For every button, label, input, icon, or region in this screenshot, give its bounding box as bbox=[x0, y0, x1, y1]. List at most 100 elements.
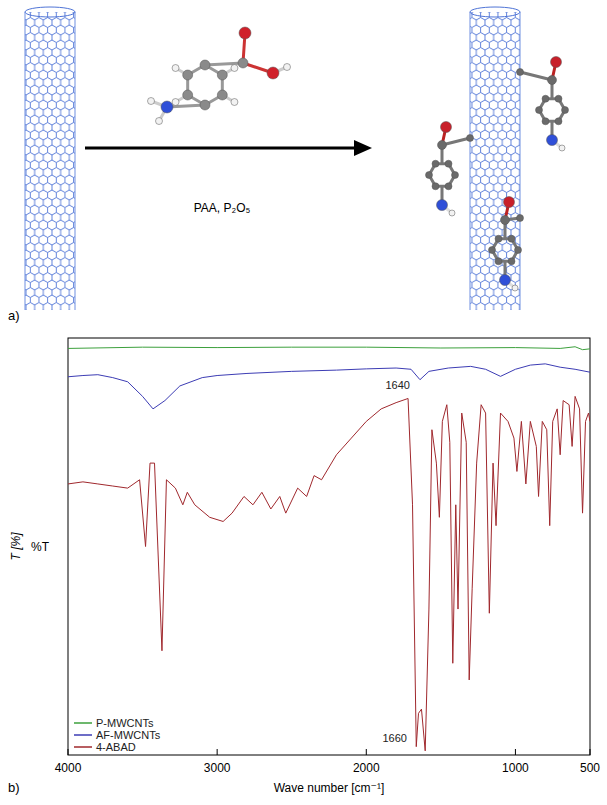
chart: 4000300020001000500Wave number [cm⁻¹]T [… bbox=[8, 338, 600, 795]
atom bbox=[517, 69, 524, 76]
nanotube-rim bbox=[470, 7, 520, 17]
atom bbox=[231, 99, 238, 106]
atom bbox=[432, 183, 439, 190]
atom bbox=[441, 122, 452, 133]
atom bbox=[426, 172, 433, 179]
atom bbox=[517, 215, 524, 222]
atom bbox=[438, 141, 447, 150]
plot-frame bbox=[68, 338, 590, 755]
atom bbox=[495, 258, 502, 265]
legend-label: 4-ABAD bbox=[96, 741, 136, 753]
atom bbox=[449, 210, 455, 216]
atom bbox=[548, 76, 557, 85]
atom bbox=[536, 107, 543, 114]
annotation: 1660 bbox=[383, 732, 407, 744]
y-axis-title: T [%] bbox=[9, 532, 23, 561]
nanotube bbox=[470, 7, 520, 310]
atom bbox=[231, 65, 238, 72]
x-tick-label: 1000 bbox=[502, 761, 529, 775]
atom bbox=[200, 60, 210, 70]
atom bbox=[501, 216, 510, 225]
atom bbox=[445, 160, 452, 167]
nanotube-wall bbox=[25, 12, 75, 310]
x-tick bbox=[590, 749, 591, 755]
nanotube-edge bbox=[25, 12, 26, 310]
attached-group bbox=[426, 122, 474, 217]
panel-label: a) bbox=[8, 308, 20, 323]
x-tick bbox=[217, 749, 218, 755]
attached-group bbox=[489, 197, 524, 292]
x-tick-label: 3000 bbox=[204, 761, 231, 775]
legend-swatch bbox=[74, 746, 92, 748]
atom bbox=[239, 27, 251, 39]
atom bbox=[551, 57, 562, 68]
atom bbox=[217, 70, 227, 80]
atom bbox=[515, 247, 522, 254]
arrow-head bbox=[354, 140, 372, 156]
legend: P-MWCNTsAF-MWCNTs4-ABAD bbox=[74, 717, 161, 753]
x-tick-label: 4000 bbox=[55, 761, 82, 775]
nanotube bbox=[25, 7, 75, 310]
x-tick bbox=[68, 749, 69, 755]
x-tick bbox=[366, 749, 367, 755]
spectrum-line bbox=[68, 347, 590, 350]
nanotube-edge bbox=[75, 12, 76, 310]
x-tick bbox=[515, 749, 516, 755]
legend-label: AF-MWCNTs bbox=[96, 729, 161, 741]
atom bbox=[437, 200, 448, 211]
atom bbox=[432, 160, 439, 167]
bond bbox=[520, 72, 552, 80]
atom bbox=[508, 258, 515, 265]
arrow-shaft bbox=[85, 147, 358, 150]
atom bbox=[161, 101, 173, 113]
bond bbox=[205, 63, 243, 65]
atom bbox=[542, 95, 549, 102]
atom bbox=[445, 183, 452, 190]
atom bbox=[284, 64, 291, 71]
atom bbox=[489, 247, 496, 254]
atom bbox=[148, 98, 155, 105]
spectrum-line bbox=[68, 364, 590, 409]
atom bbox=[555, 95, 562, 102]
figure: a)PAA, P₂O₅4000300020001000500Wave numbe… bbox=[0, 0, 607, 805]
atom bbox=[547, 135, 558, 146]
annotation: 1640 bbox=[385, 379, 409, 391]
atom bbox=[555, 118, 562, 125]
molecule bbox=[148, 27, 291, 125]
atom bbox=[156, 118, 163, 125]
nanotube-wall bbox=[470, 12, 520, 310]
atom bbox=[495, 235, 502, 242]
legend-swatch bbox=[74, 722, 92, 724]
series-group bbox=[68, 347, 590, 751]
nanotube-edge bbox=[470, 12, 471, 310]
atom bbox=[452, 172, 459, 179]
atom bbox=[217, 90, 227, 100]
legend-swatch bbox=[74, 734, 92, 736]
y-unit-label: %T bbox=[31, 540, 50, 554]
atom bbox=[559, 145, 565, 151]
atom bbox=[500, 275, 511, 286]
atom bbox=[512, 285, 518, 291]
legend-label: P-MWCNTs bbox=[96, 717, 154, 729]
atom bbox=[183, 90, 193, 100]
atom bbox=[467, 135, 474, 142]
reagents: PAA, P₂O₅ bbox=[194, 201, 251, 215]
nanotube-rim bbox=[25, 7, 75, 17]
atom bbox=[200, 100, 210, 110]
attached-group bbox=[517, 57, 569, 152]
atom bbox=[172, 99, 179, 106]
spectrum-line bbox=[68, 396, 590, 750]
atom bbox=[504, 197, 515, 208]
atom bbox=[542, 118, 549, 125]
panel-label: b) bbox=[8, 780, 20, 795]
x-tick-label: 500 bbox=[580, 761, 600, 775]
atom bbox=[172, 65, 179, 72]
atom bbox=[238, 58, 248, 68]
atom bbox=[267, 67, 279, 79]
nanotube-edge bbox=[520, 12, 521, 310]
atom bbox=[562, 107, 569, 114]
atom bbox=[508, 235, 515, 242]
atom bbox=[183, 70, 193, 80]
x-axis-title: Wave number [cm⁻¹] bbox=[274, 781, 385, 795]
scheme: a) PAA, P₂O₅ bbox=[8, 7, 569, 323]
